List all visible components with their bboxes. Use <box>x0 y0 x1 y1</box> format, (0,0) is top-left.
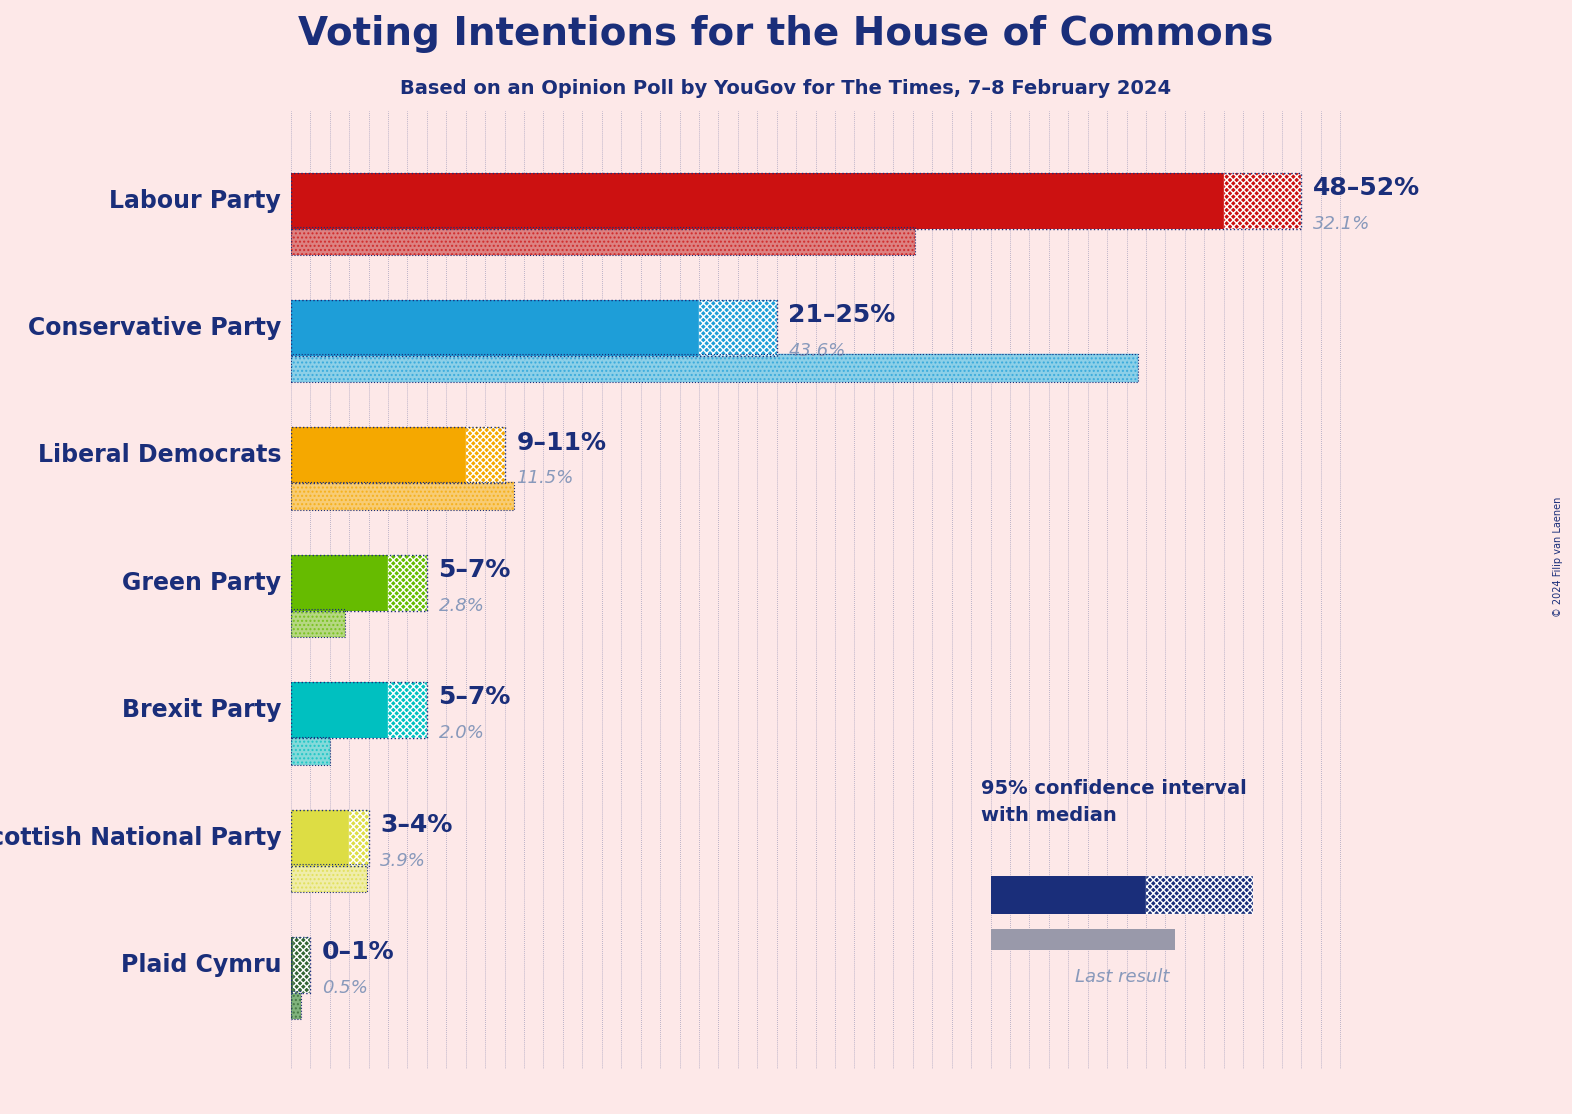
Bar <box>291 736 330 764</box>
Text: © 2024 Filip van Laenen: © 2024 Filip van Laenen <box>1553 497 1563 617</box>
Text: Scottish National Party: Scottish National Party <box>0 825 281 850</box>
Bar <box>291 428 465 483</box>
Bar <box>291 354 1138 382</box>
Bar <box>291 555 428 610</box>
Bar <box>291 682 428 739</box>
Bar <box>291 428 505 483</box>
Text: Last result: Last result <box>1075 968 1170 986</box>
Text: 9–11%: 9–11% <box>516 431 607 455</box>
Bar <box>291 609 346 637</box>
Bar <box>349 810 368 866</box>
Text: Liberal Democrats: Liberal Democrats <box>38 443 281 468</box>
Bar <box>291 609 346 637</box>
Bar <box>292 937 310 993</box>
Bar <box>291 991 300 1019</box>
Text: 43.6%: 43.6% <box>789 342 846 360</box>
Bar <box>1223 173 1302 228</box>
Bar <box>291 864 366 892</box>
Bar <box>291 354 1138 382</box>
Bar <box>291 300 777 356</box>
Bar <box>291 864 366 892</box>
Text: 5–7%: 5–7% <box>439 685 511 710</box>
Bar <box>291 481 514 510</box>
Bar <box>291 227 915 255</box>
Text: 5–7%: 5–7% <box>439 558 511 582</box>
Text: 32.1%: 32.1% <box>1313 215 1371 233</box>
Text: Plaid Cymru: Plaid Cymru <box>121 952 281 977</box>
Text: Based on an Opinion Poll by YouGov for The Times, 7–8 February 2024: Based on an Opinion Poll by YouGov for T… <box>401 79 1171 98</box>
Text: Conservative Party: Conservative Party <box>28 316 281 340</box>
Text: 48–52%: 48–52% <box>1313 176 1420 199</box>
Bar <box>291 864 366 892</box>
Bar <box>291 736 330 764</box>
Bar <box>291 991 300 1019</box>
Text: 0–1%: 0–1% <box>322 940 395 965</box>
Bar <box>291 173 1302 228</box>
Text: 2.0%: 2.0% <box>439 724 484 742</box>
Bar <box>291 682 388 739</box>
Text: Labour Party: Labour Party <box>110 188 281 213</box>
Text: 2.8%: 2.8% <box>439 597 484 615</box>
Bar <box>291 609 346 637</box>
Bar <box>388 555 428 610</box>
Bar <box>1146 876 1253 913</box>
Bar <box>388 682 428 739</box>
Text: 3.9%: 3.9% <box>380 851 426 870</box>
Bar <box>291 300 700 356</box>
Bar <box>291 991 300 1019</box>
Bar <box>465 428 505 483</box>
Text: 11.5%: 11.5% <box>516 469 574 487</box>
Bar <box>291 481 514 510</box>
Text: 95% confidence interval
with median: 95% confidence interval with median <box>981 780 1247 824</box>
Text: Green Party: Green Party <box>123 570 281 595</box>
Text: 21–25%: 21–25% <box>789 303 896 328</box>
Bar <box>291 937 310 993</box>
Text: Brexit Party: Brexit Party <box>121 698 281 722</box>
Bar <box>990 876 1146 913</box>
Bar <box>291 937 292 993</box>
Bar <box>291 810 349 866</box>
Bar <box>990 929 1176 950</box>
Bar <box>291 481 514 510</box>
Bar <box>291 227 915 255</box>
Bar <box>291 173 1223 228</box>
Bar <box>700 300 777 356</box>
Text: Voting Intentions for the House of Commons: Voting Intentions for the House of Commo… <box>299 16 1273 53</box>
Bar <box>291 227 915 255</box>
Bar <box>291 810 368 866</box>
Text: 0.5%: 0.5% <box>322 979 368 997</box>
Text: 3–4%: 3–4% <box>380 813 453 837</box>
Bar <box>291 354 1138 382</box>
Bar <box>291 736 330 764</box>
Bar <box>291 555 388 610</box>
